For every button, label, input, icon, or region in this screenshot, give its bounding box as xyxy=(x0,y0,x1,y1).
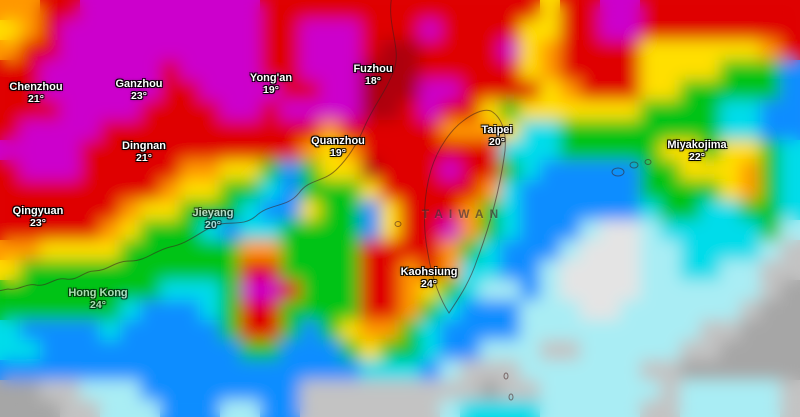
city-temperature: 19° xyxy=(263,84,279,96)
taiwan-coastline xyxy=(423,109,506,314)
city-name: Taipei xyxy=(481,124,513,136)
city-name: Hong Kong xyxy=(68,287,128,299)
island-outline xyxy=(644,159,652,165)
city-temperature: 21° xyxy=(28,93,44,105)
city-label-qingyuan[interactable]: Qingyuan 23° xyxy=(13,206,64,229)
city-temperature: 23° xyxy=(131,90,147,102)
city-name: Dingnan xyxy=(122,140,166,152)
coastline-layer xyxy=(0,0,652,401)
city-temperature: 19° xyxy=(330,147,346,159)
city-label-jieyang[interactable]: Jieyang 20° xyxy=(193,208,234,231)
city-label-dingnan[interactable]: Dingnan 21° xyxy=(122,141,166,164)
city-label-chenzhou[interactable]: Chenzhou 21° xyxy=(9,82,62,105)
city-temperature: 20° xyxy=(489,136,505,148)
city-label-miyakojima[interactable]: Miyakojima 22° xyxy=(667,140,726,163)
island-outline xyxy=(611,167,625,177)
city-label-fuzhou[interactable]: Fuzhou 18° xyxy=(353,64,392,87)
island-outline xyxy=(508,393,514,401)
city-label-ganzhou[interactable]: Ganzhou 23° xyxy=(115,79,162,102)
city-name: Quanzhou xyxy=(311,135,365,147)
city-temperature: 18° xyxy=(365,75,381,87)
city-temperature: 21° xyxy=(136,152,152,164)
city-name: Fuzhou xyxy=(353,63,393,75)
city-temperature: 20° xyxy=(205,219,221,231)
city-label-taipei[interactable]: Taipei 20° xyxy=(482,125,513,148)
city-name: Miyakojima xyxy=(667,139,727,151)
city-label-hong-kong[interactable]: Hong Kong 24° xyxy=(68,288,127,311)
island-outline xyxy=(629,161,639,169)
mainland-coastline xyxy=(0,0,397,292)
city-label-yong-an[interactable]: Yong'an 19° xyxy=(250,73,292,96)
city-name: Kaohsiung xyxy=(400,266,458,278)
city-temperature: 24° xyxy=(421,278,437,290)
region-watermark: TAIWAN xyxy=(421,207,505,221)
city-name: Chenzhou xyxy=(9,81,63,93)
island-outline xyxy=(394,221,402,227)
city-name: Ganzhou xyxy=(115,78,163,90)
city-temperature: 23° xyxy=(30,217,46,229)
city-name: Jieyang xyxy=(192,207,234,219)
island-outline xyxy=(503,372,509,380)
city-name: Qingyuan xyxy=(12,205,64,217)
city-label-quanzhou[interactable]: Quanzhou 19° xyxy=(311,136,365,159)
city-label-kaohsiung[interactable]: Kaohsiung 24° xyxy=(401,267,458,290)
city-temperature: 24° xyxy=(90,299,106,311)
city-temperature: 22° xyxy=(689,151,705,163)
city-name: Yong'an xyxy=(249,72,293,84)
